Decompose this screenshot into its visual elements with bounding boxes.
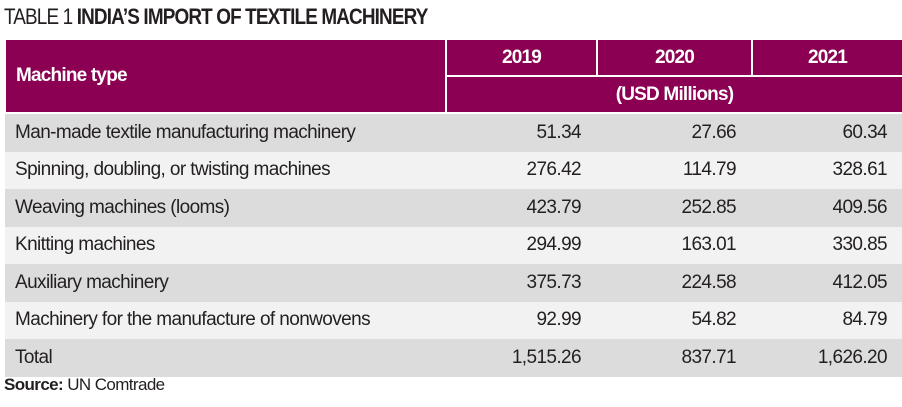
- cell-value: 412.05: [752, 264, 902, 302]
- cell-value: 423.79: [446, 189, 597, 227]
- cell-value: 54.82: [597, 301, 752, 339]
- table-row: Machinery for the manufacture of nonwove…: [5, 301, 902, 339]
- table-row: Weaving machines (looms) 423.79 252.85 409.…: [5, 189, 902, 227]
- cell-value: 84.79: [752, 301, 902, 339]
- row-label: Spinning, doubling, or twisting machines: [5, 151, 446, 189]
- cell-value: 252.85: [597, 189, 752, 227]
- cell-value: 330.85: [752, 226, 902, 264]
- cell-value: 1,515.26: [446, 339, 597, 377]
- cell-value: 276.42: [446, 151, 597, 189]
- row-label: Weaving machines (looms): [5, 189, 446, 227]
- header-year: 2021: [751, 38, 902, 77]
- cell-value: 27.66: [597, 113, 752, 152]
- header-year: 2020: [596, 38, 753, 77]
- source-label: Source:: [4, 375, 64, 394]
- cell-value: 92.99: [446, 301, 597, 339]
- source-note: Source: UN Comtrade: [4, 375, 165, 395]
- header-unit: (USD Millions): [445, 75, 902, 114]
- cell-value: 51.34: [446, 113, 597, 152]
- table-row: Spinning, doubling, or twisting machines…: [5, 151, 902, 189]
- header-year: 2019: [445, 38, 598, 77]
- table-row: Knitting machines 294.99 163.01 330.85: [5, 226, 902, 264]
- cell-value: 375.73: [446, 264, 597, 302]
- table-number: TABLE 1: [4, 4, 73, 29]
- cell-value: 328.61: [752, 151, 902, 189]
- cell-value: 163.01: [597, 226, 752, 264]
- source-text: UN Comtrade: [67, 375, 165, 394]
- cell-value: 60.34: [752, 113, 902, 152]
- table-row: Man-made textile manufacturing machinery…: [5, 113, 902, 152]
- cell-value: 224.58: [597, 264, 752, 302]
- table-title: TABLE 1 INDIA’S IMPORT OF TEXTILE MACHIN…: [4, 4, 429, 30]
- row-label: Total: [5, 339, 446, 377]
- row-label: Man-made textile manufacturing machinery: [5, 113, 446, 152]
- cell-value: 294.99: [446, 226, 597, 264]
- cell-value: 409.56: [752, 189, 902, 227]
- cell-value: 114.79: [597, 151, 752, 189]
- table-heading: INDIA’S IMPORT OF TEXTILE MACHINERY: [76, 4, 429, 29]
- row-label: Machinery for the manufacture of nonwove…: [5, 301, 446, 339]
- import-table: Machine type 2019 2020 2021 (USD Million…: [4, 38, 902, 377]
- cell-value: 837.71: [597, 339, 752, 377]
- row-label: Auxiliary machinery: [5, 264, 446, 302]
- header-machine-type: Machine type: [4, 38, 447, 114]
- cell-value: 1,626.20: [752, 339, 902, 377]
- row-label: Knitting machines: [5, 226, 446, 264]
- table-row: Auxiliary machinery 375.73 224.58 412.05: [5, 264, 902, 302]
- table-row: Total 1,515.26 837.71 1,626.20: [5, 339, 902, 377]
